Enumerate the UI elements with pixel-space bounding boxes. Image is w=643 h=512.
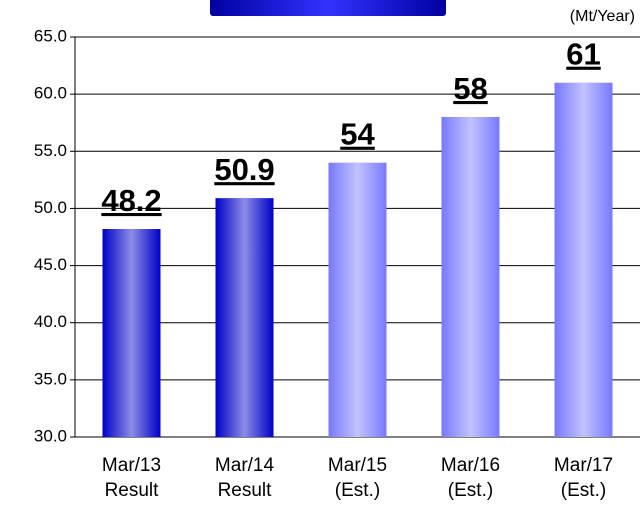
value-label: 54: [340, 117, 375, 152]
x-tick-label: Mar/13: [102, 455, 161, 476]
bar-shine: [102, 229, 161, 437]
x-tick-label: Result: [218, 480, 273, 501]
bar-shine: [441, 117, 500, 437]
x-tick-label: Mar/17: [554, 455, 613, 476]
y-tick-label: 45.0: [34, 255, 67, 274]
value-label: 48.2: [101, 183, 161, 218]
x-tick-label: (Est.): [335, 480, 380, 501]
x-tick-label: (Est.): [448, 480, 493, 501]
bar-shine: [554, 82, 613, 437]
y-tick-label: 60.0: [34, 84, 67, 103]
y-tick-label: 30.0: [34, 426, 67, 445]
title-banner: [210, 0, 446, 16]
bar-shine: [215, 198, 274, 437]
y-tick-label: 35.0: [34, 369, 67, 388]
value-label: 50.9: [214, 152, 274, 187]
y-tick-label: 55.0: [34, 141, 67, 160]
y-tick-label: 50.0: [34, 198, 67, 217]
x-tick-label: Mar/14: [215, 455, 275, 476]
y-tick-label: 40.0: [34, 312, 67, 331]
y-tick-label: 65.0: [34, 26, 67, 45]
x-tick-label: (Est.): [561, 480, 606, 501]
value-label: 61: [566, 37, 600, 72]
unit-label: (Mt/Year): [570, 8, 635, 25]
bar-shine: [328, 162, 387, 437]
value-label: 58: [453, 71, 487, 106]
x-tick-label: Mar/16: [441, 455, 500, 476]
x-tick-label: Result: [105, 480, 160, 501]
x-tick-label: Mar/15: [328, 455, 387, 476]
